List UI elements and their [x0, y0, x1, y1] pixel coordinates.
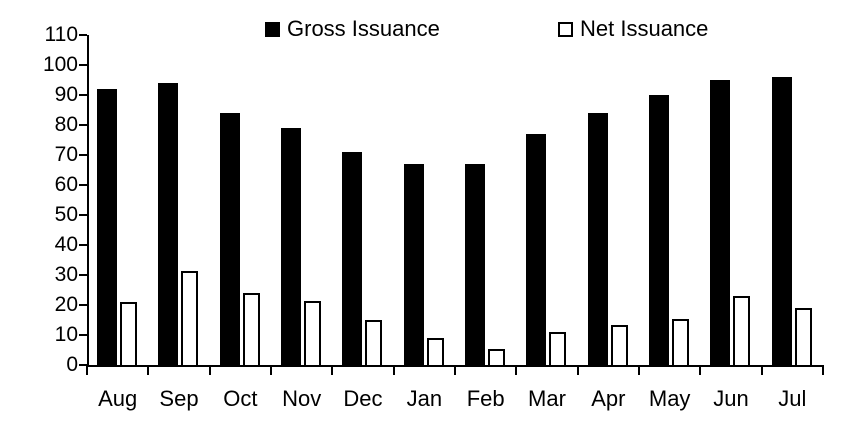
bar-net-issuance	[365, 320, 383, 367]
y-tick-label: 100	[42, 53, 78, 76]
x-axis-tick	[147, 366, 150, 375]
x-tick-label: Jan	[406, 386, 443, 411]
y-tick-label: 80	[54, 113, 78, 136]
filled-square-icon	[265, 21, 280, 37]
bar-gross-issuance	[771, 77, 792, 365]
y-tick-label: 0	[66, 353, 78, 376]
y-tick-label: 110	[44, 23, 78, 46]
bar-gross-issuance	[281, 128, 301, 365]
x-axis-tick	[638, 366, 640, 375]
y-tick-label: 60	[54, 173, 78, 196]
bar-gross-issuance	[649, 95, 669, 365]
bar-gross-issuance	[403, 164, 424, 365]
bar-gross-issuance	[710, 80, 731, 365]
legend-item-net-issuance: Net Issuance	[558, 18, 708, 40]
bar-gross-issuance	[587, 113, 608, 365]
y-axis-tick	[79, 274, 87, 276]
x-axis-tick	[331, 366, 334, 375]
bar-net-issuance	[733, 296, 751, 367]
y-axis-tick	[79, 364, 87, 366]
y-axis-tick	[79, 214, 87, 216]
y-axis-tick	[79, 304, 87, 306]
x-axis-tick	[699, 366, 702, 375]
x-axis-tick	[392, 366, 395, 375]
x-axis-tick	[760, 366, 763, 375]
open-square-icon	[558, 21, 573, 37]
bar-gross-issuance	[219, 113, 240, 365]
y-tick-label: 70	[54, 143, 78, 166]
x-axis-tick	[576, 366, 579, 375]
x-axis-tick	[208, 366, 211, 375]
y-axis-tick	[79, 94, 87, 96]
x-tick-label: Aug	[98, 386, 138, 411]
x-tick-label: Jul	[778, 386, 807, 411]
legend-label-gross-issuance: Gross Issuance	[287, 16, 440, 41]
x-axis-tick	[454, 366, 456, 375]
y-axis-tick	[79, 124, 87, 126]
y-tick-label: 30	[54, 263, 78, 286]
x-axis-tick	[822, 366, 824, 375]
x-axis-tick	[270, 366, 272, 375]
bar-net-issuance	[549, 332, 567, 367]
x-tick-label: Oct	[223, 386, 258, 411]
x-tick-label: Nov	[282, 386, 322, 411]
y-tick-label: 90	[54, 83, 78, 106]
bar-net-issuance	[304, 300, 321, 367]
x-tick-label: Dec	[343, 386, 383, 411]
bar-net-issuance	[610, 324, 628, 367]
bar-gross-issuance	[465, 164, 485, 365]
y-axis-tick	[79, 34, 87, 36]
y-axis-tick	[79, 154, 87, 156]
x-tick-label: Jun	[713, 386, 749, 411]
y-tick-label: 40	[54, 233, 78, 256]
bar-net-issuance	[242, 293, 260, 367]
bar-gross-issuance	[97, 89, 117, 365]
bar-net-issuance	[181, 270, 199, 367]
y-axis-tick	[79, 334, 87, 336]
bar-gross-issuance	[342, 152, 363, 365]
legend-label-net-issuance: Net Issuance	[580, 16, 709, 41]
y-axis-tick	[79, 184, 87, 186]
x-tick-label: Feb	[466, 386, 505, 411]
x-tick-label: May	[648, 386, 691, 411]
y-axis-tick	[79, 64, 87, 66]
y-axis-line	[87, 35, 89, 367]
x-tick-label: Apr	[591, 386, 626, 411]
x-tick-label: Mar	[528, 386, 566, 411]
y-tick-label: 50	[54, 203, 78, 226]
x-axis-tick	[515, 366, 518, 375]
y-tick-label: 10	[54, 323, 78, 346]
legend-item-gross-issuance: Gross Issuance	[265, 18, 440, 40]
bar-gross-issuance	[158, 83, 179, 365]
bar-gross-issuance	[526, 134, 547, 365]
bar-net-issuance	[120, 302, 137, 367]
y-tick-label: 20	[54, 293, 78, 316]
x-tick-label: Sep	[159, 386, 199, 411]
x-axis-tick	[86, 366, 88, 375]
y-axis-tick	[79, 244, 87, 246]
bar-net-issuance	[794, 308, 812, 367]
bar-net-issuance	[672, 318, 689, 367]
bar-net-issuance	[426, 338, 444, 367]
bar-net-issuance	[488, 348, 505, 367]
